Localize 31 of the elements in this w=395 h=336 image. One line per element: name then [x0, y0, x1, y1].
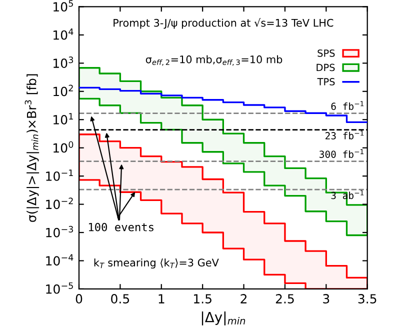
y-tick-label: 10$^{2}$	[54, 84, 73, 96]
x-tick-label: 0.5	[111, 294, 130, 304]
y-tick-label: 10$^{−4}$	[46, 254, 74, 266]
ref-line-label: 300 fb$^{−1}$	[320, 149, 364, 158]
text: Prompt 3-J/ψ production at √s=13 TeV LHC	[114, 18, 334, 29]
x-tick-label: 2	[240, 294, 246, 304]
y-tick-label: 10$^{−2}$	[46, 198, 73, 210]
y-axis-title: σ(|Δy|>|Δy|$_{min}$)×Br$^{3}$ [fb]	[24, 74, 40, 222]
y-tick-label: 10$^{−1}$	[46, 170, 73, 181]
annotation: k$_{T}$ smearing ⟨k$_{T}$⟩=3 GeV	[94, 258, 219, 269]
legend-label: SPS	[318, 50, 335, 57]
y-tick-label: 10$^{4}$	[54, 28, 74, 40]
x-tick-label: 3.5	[358, 294, 376, 304]
ref-line-label: 6 fb$^{−1}$	[331, 101, 364, 110]
x-tick-label: 1.5	[194, 294, 212, 304]
y-tick-label: 10$^{0}$	[54, 141, 74, 153]
x-tick-label: 1	[158, 294, 164, 304]
annotation: 100 events	[88, 222, 154, 232]
y-tick-label: 10$^{−5}$	[46, 282, 73, 294]
annotation: σ$_{eff,2}$=10 mb,σ$_{eff,3}$=10 mb	[146, 55, 282, 66]
x-axis-title: |Δy|$_{min}$	[202, 311, 246, 326]
ref-line-label: 23 fb$^{−1}$	[326, 130, 364, 140]
y-tick-label: 10$^{3}$	[54, 56, 74, 68]
y-tick-label: 10$^{−3}$	[46, 226, 73, 238]
legend-label: TPS	[317, 78, 335, 86]
x-tick-label: 3	[323, 294, 330, 304]
x-tick-label: 0	[76, 294, 82, 304]
y-tick-label: 10$^{5}$	[54, 0, 73, 12]
x-tick-label: 2.5	[276, 294, 294, 304]
legend-label: DPS	[316, 64, 335, 72]
y-tick-label: 10$^{1}$	[54, 113, 73, 124]
